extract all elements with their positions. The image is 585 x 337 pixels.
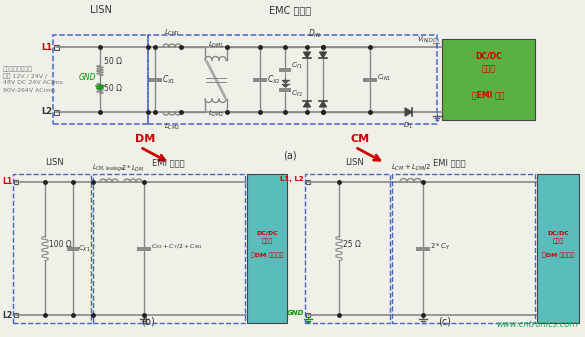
Text: EMI 滤波器: EMI 滤波器	[152, 158, 184, 167]
Bar	[14, 180, 18, 184]
Text: L1: L1	[2, 178, 12, 186]
Text: L1, L2: L1, L2	[280, 176, 304, 182]
Text: L2: L2	[41, 108, 52, 117]
Text: 48V DC 24V ACrms: 48V DC 24V ACrms	[3, 81, 63, 86]
Text: DC/DC
转换器

（DM 噪声源）: DC/DC 转换器 （DM 噪声源）	[542, 231, 574, 258]
Text: DM: DM	[135, 134, 155, 144]
Text: 50 Ω: 50 Ω	[104, 57, 122, 66]
Text: $C_{X1}$: $C_{X1}$	[78, 243, 91, 254]
Text: 90V-264V ACrms: 90V-264V ACrms	[3, 88, 56, 92]
Bar	[148, 35, 437, 124]
Text: $C_{X1}$: $C_{X1}$	[162, 73, 176, 86]
Text: 例如 12V / 24V /: 例如 12V / 24V /	[3, 73, 47, 79]
Text: EMI 滤波器: EMI 滤波器	[433, 158, 465, 167]
Polygon shape	[319, 101, 326, 107]
Bar	[306, 180, 310, 184]
Bar	[93, 174, 245, 323]
Text: (b): (b)	[141, 317, 155, 327]
Text: GND: GND	[287, 310, 304, 316]
Text: 50 Ω: 50 Ω	[104, 84, 122, 93]
Bar	[53, 110, 59, 115]
Text: $D_{IN}$: $D_{IN}$	[308, 28, 322, 40]
Bar	[537, 174, 579, 323]
Text: $L_{CM2}$: $L_{CM2}$	[164, 122, 180, 132]
Text: $D_1$: $D_1$	[403, 121, 413, 131]
Text: www.cntronics.com: www.cntronics.com	[497, 320, 578, 329]
Text: (c): (c)	[439, 317, 452, 327]
Bar	[442, 39, 535, 120]
Text: 25 Ω: 25 Ω	[343, 240, 361, 249]
Text: (a): (a)	[283, 151, 297, 161]
Text: DC/DC
转换器

（EMI 源）: DC/DC 转换器 （EMI 源）	[472, 51, 505, 100]
Text: EMC 滤波器: EMC 滤波器	[269, 5, 311, 15]
Text: DC/DC
转换器

（DM 噪声源）: DC/DC 转换器 （DM 噪声源）	[251, 231, 283, 258]
Text: $L_{CM}+L_{DM}/2$: $L_{CM}+L_{DM}/2$	[391, 163, 431, 173]
Text: $L_{CM,leakage}$: $L_{CM,leakage}$	[92, 162, 126, 174]
Text: 100 Ω: 100 Ω	[49, 240, 72, 249]
Text: GND: GND	[78, 72, 96, 82]
Bar	[13, 174, 91, 323]
Text: $L_{DM1}$: $L_{DM1}$	[208, 40, 224, 50]
Polygon shape	[405, 108, 412, 116]
Text: CM: CM	[350, 134, 370, 144]
Bar	[306, 313, 310, 317]
Text: LISN: LISN	[46, 158, 64, 167]
Text: $2*L_{DM}$: $2*L_{DM}$	[121, 164, 144, 174]
Polygon shape	[319, 52, 326, 58]
Text: $C_{Y1}$: $C_{Y1}$	[291, 60, 304, 70]
Bar	[53, 44, 59, 50]
Text: $V_{IN(DC)}$: $V_{IN(DC)}$	[417, 34, 439, 45]
Bar	[305, 174, 390, 323]
Bar	[14, 313, 18, 317]
Bar	[247, 174, 287, 323]
Text: L2: L2	[2, 310, 12, 319]
Polygon shape	[304, 52, 311, 58]
Text: 直流或交流输入，: 直流或交流输入，	[3, 66, 33, 72]
Text: $C_{Y2}$: $C_{Y2}$	[291, 88, 304, 99]
Text: $L_{DM2}$: $L_{DM2}$	[208, 109, 224, 119]
Bar	[53, 35, 148, 124]
Text: LISN: LISN	[90, 5, 111, 15]
Text: LISN: LISN	[346, 158, 364, 167]
Text: $L_{CM1}$: $L_{CM1}$	[164, 28, 180, 38]
Polygon shape	[304, 101, 311, 107]
Text: $2*C_Y$: $2*C_Y$	[430, 241, 451, 252]
Text: $C_{IN1}$: $C_{IN1}$	[377, 72, 391, 83]
Text: L1: L1	[41, 42, 52, 52]
Text: $C_{X2}+C_Y/2+C_{IN1}$: $C_{X2}+C_Y/2+C_{IN1}$	[151, 242, 203, 251]
Bar	[392, 174, 535, 323]
Text: $C_{X2}$: $C_{X2}$	[267, 73, 281, 86]
